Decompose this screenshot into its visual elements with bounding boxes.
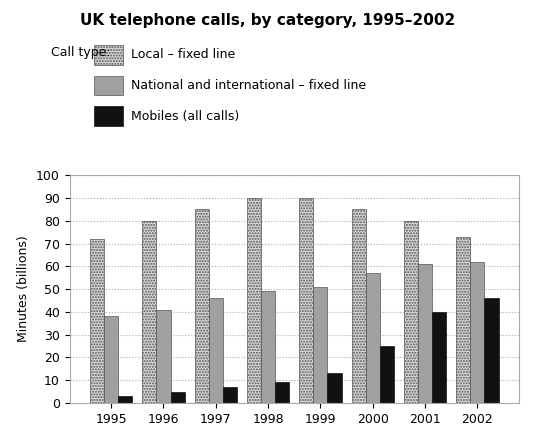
Bar: [156, 310, 171, 403]
Bar: [118, 396, 132, 403]
Bar: [365, 273, 380, 403]
Bar: [432, 312, 446, 403]
Bar: [261, 291, 275, 403]
Text: Mobiles (all calls): Mobiles (all calls): [131, 110, 239, 123]
Bar: [90, 239, 104, 403]
Text: Call type:: Call type:: [51, 46, 110, 59]
Bar: [195, 209, 209, 403]
Bar: [351, 209, 365, 403]
Bar: [142, 221, 156, 403]
Bar: [247, 198, 261, 403]
Bar: [223, 387, 237, 403]
Text: Local – fixed line: Local – fixed line: [131, 48, 235, 61]
Bar: [380, 346, 394, 403]
Text: UK telephone calls, by category, 1995–2002: UK telephone calls, by category, 1995–20…: [80, 13, 455, 28]
Bar: [327, 373, 341, 403]
Text: National and international – fixed line: National and international – fixed line: [131, 79, 366, 92]
Bar: [456, 237, 470, 403]
Bar: [314, 287, 327, 403]
Bar: [209, 298, 223, 403]
Bar: [470, 262, 484, 403]
Bar: [171, 392, 185, 403]
Bar: [104, 316, 118, 403]
Bar: [404, 221, 418, 403]
Bar: [418, 264, 432, 403]
Y-axis label: Minutes (billions): Minutes (billions): [18, 236, 30, 343]
Bar: [275, 382, 289, 403]
Bar: [299, 198, 314, 403]
Bar: [484, 298, 499, 403]
